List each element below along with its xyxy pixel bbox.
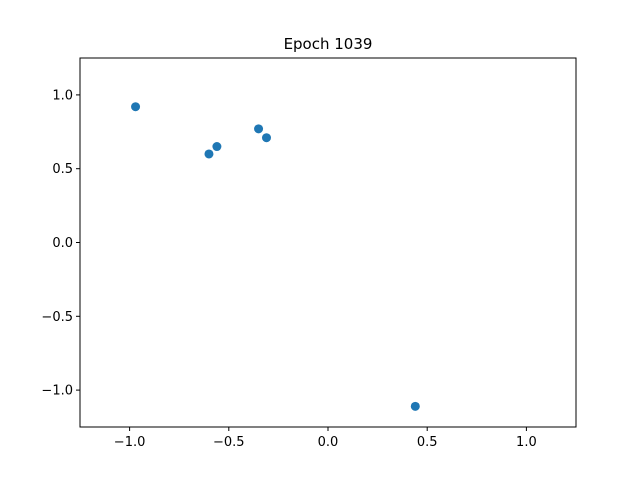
y-tick-label: −0.5 bbox=[41, 310, 73, 325]
x-tick-label: −1.0 bbox=[114, 435, 146, 450]
scatter-point bbox=[212, 142, 222, 152]
plot-frame bbox=[79, 57, 577, 428]
scatter-point bbox=[261, 133, 271, 143]
x-axis: −1.0 −0.5 0.0 0.5 1.0 bbox=[114, 427, 537, 450]
scatter-point bbox=[254, 124, 264, 134]
y-tick-label: 0.5 bbox=[52, 162, 73, 177]
y-tick-label: 1.0 bbox=[52, 88, 73, 103]
scatter-point bbox=[131, 102, 141, 112]
x-tick-label: 1.0 bbox=[516, 435, 537, 450]
x-tick-label: −0.5 bbox=[213, 435, 245, 450]
data-points bbox=[131, 102, 420, 411]
x-tick-label: 0.5 bbox=[417, 435, 438, 450]
y-tick-label: −1.0 bbox=[41, 384, 73, 399]
scatter-point bbox=[204, 149, 214, 159]
y-axis: −1.0 −0.5 0.0 0.5 1.0 bbox=[41, 88, 80, 399]
y-tick-label: 0.0 bbox=[52, 236, 73, 251]
x-tick-label: 0.0 bbox=[318, 435, 339, 450]
scatter-point bbox=[410, 401, 420, 411]
chart-title: Epoch 1039 bbox=[284, 35, 373, 53]
